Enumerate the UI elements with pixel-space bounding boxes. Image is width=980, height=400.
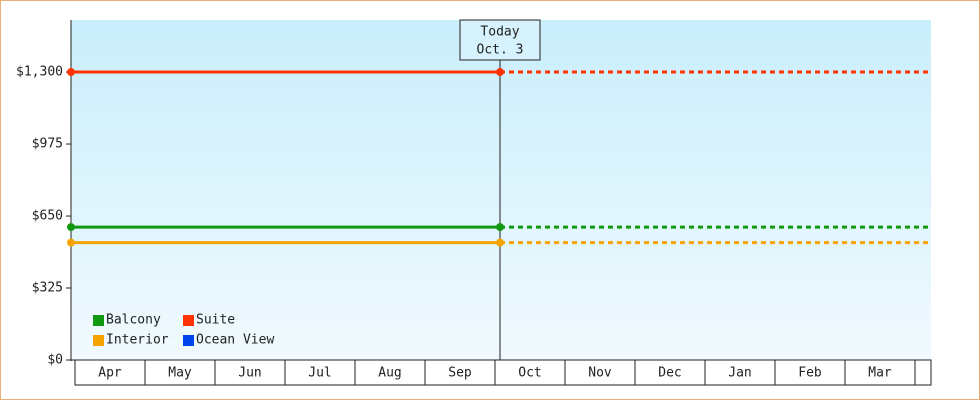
x-tick-label: Mar [868, 366, 892, 381]
x-tick-box [214, 359, 286, 386]
plot-area [71, 20, 931, 360]
legend-swatch [183, 315, 194, 326]
x-tick-box [284, 359, 356, 386]
legend-swatch [93, 315, 104, 326]
legend-label: Ocean View [196, 333, 274, 348]
y-tick-label: $1,300 [16, 65, 63, 80]
x-tick-label: Jun [238, 366, 261, 381]
legend-label: Suite [196, 313, 235, 328]
x-tick-box [144, 359, 216, 386]
x-tick-label: Sep [448, 366, 472, 381]
x-tick-label: Jul [308, 366, 331, 381]
x-tick-label: May [168, 366, 192, 381]
legend-swatch [183, 335, 194, 346]
series-point [496, 223, 504, 232]
y-tick-label: $975 [32, 137, 63, 152]
series-point [67, 238, 75, 247]
x-tick-label: Dec [658, 366, 681, 381]
x-tick-box [354, 359, 426, 386]
today-label: Today [480, 25, 519, 40]
series-point [67, 223, 75, 232]
x-tick-box [424, 359, 496, 386]
series-point [67, 68, 75, 77]
x-tick-label: Apr [98, 366, 122, 381]
x-tick-box [494, 359, 566, 386]
x-tick-label: Nov [588, 366, 612, 381]
series-point [496, 238, 504, 247]
y-tick-label: $325 [32, 281, 63, 296]
x-tick-label: Oct [518, 366, 541, 381]
legend-swatch [93, 335, 104, 346]
x-tick-label: Feb [798, 366, 822, 381]
series-point [496, 68, 504, 77]
x-tick-box [564, 359, 636, 386]
y-tick-label: $650 [32, 209, 63, 224]
x-tick-box [74, 359, 146, 386]
x-tick-label: Jan [728, 366, 751, 381]
x-tick-box [634, 359, 706, 386]
x-tick-box [704, 359, 776, 386]
y-tick-label: $0 [47, 353, 63, 368]
x-tick-box [844, 359, 916, 386]
x-tick-box [914, 359, 932, 386]
legend-label: Balcony [106, 313, 161, 328]
x-tick-label: Aug [378, 366, 401, 381]
today-box [459, 19, 541, 61]
legend-label: Interior [106, 333, 169, 348]
today-date: Oct. 3 [477, 43, 524, 58]
